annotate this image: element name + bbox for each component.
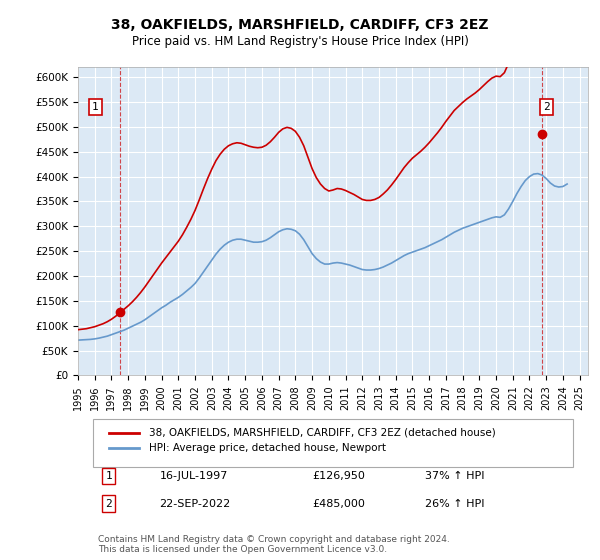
Text: 2: 2	[543, 102, 550, 112]
Text: 38, OAKFIELDS, MARSHFIELD, CARDIFF, CF3 2EZ (detached house): 38, OAKFIELDS, MARSHFIELD, CARDIFF, CF3 …	[149, 428, 496, 437]
Text: Contains HM Land Registry data © Crown copyright and database right 2024.
This d: Contains HM Land Registry data © Crown c…	[98, 535, 450, 554]
Text: Price paid vs. HM Land Registry's House Price Index (HPI): Price paid vs. HM Land Registry's House …	[131, 35, 469, 49]
FancyBboxPatch shape	[94, 419, 573, 467]
Text: 16-JUL-1997: 16-JUL-1997	[160, 471, 228, 481]
Text: 2: 2	[105, 499, 112, 508]
Text: HPI: Average price, detached house, Newport: HPI: Average price, detached house, Newp…	[149, 444, 386, 453]
Text: 38, OAKFIELDS, MARSHFIELD, CARDIFF, CF3 2EZ: 38, OAKFIELDS, MARSHFIELD, CARDIFF, CF3 …	[111, 18, 489, 32]
Text: 1: 1	[92, 102, 99, 112]
Text: 22-SEP-2022: 22-SEP-2022	[160, 499, 231, 508]
Text: 37% ↑ HPI: 37% ↑ HPI	[425, 471, 484, 481]
Text: 1: 1	[105, 471, 112, 481]
Text: 26% ↑ HPI: 26% ↑ HPI	[425, 499, 484, 508]
Text: £485,000: £485,000	[313, 499, 365, 508]
Text: £126,950: £126,950	[313, 471, 365, 481]
